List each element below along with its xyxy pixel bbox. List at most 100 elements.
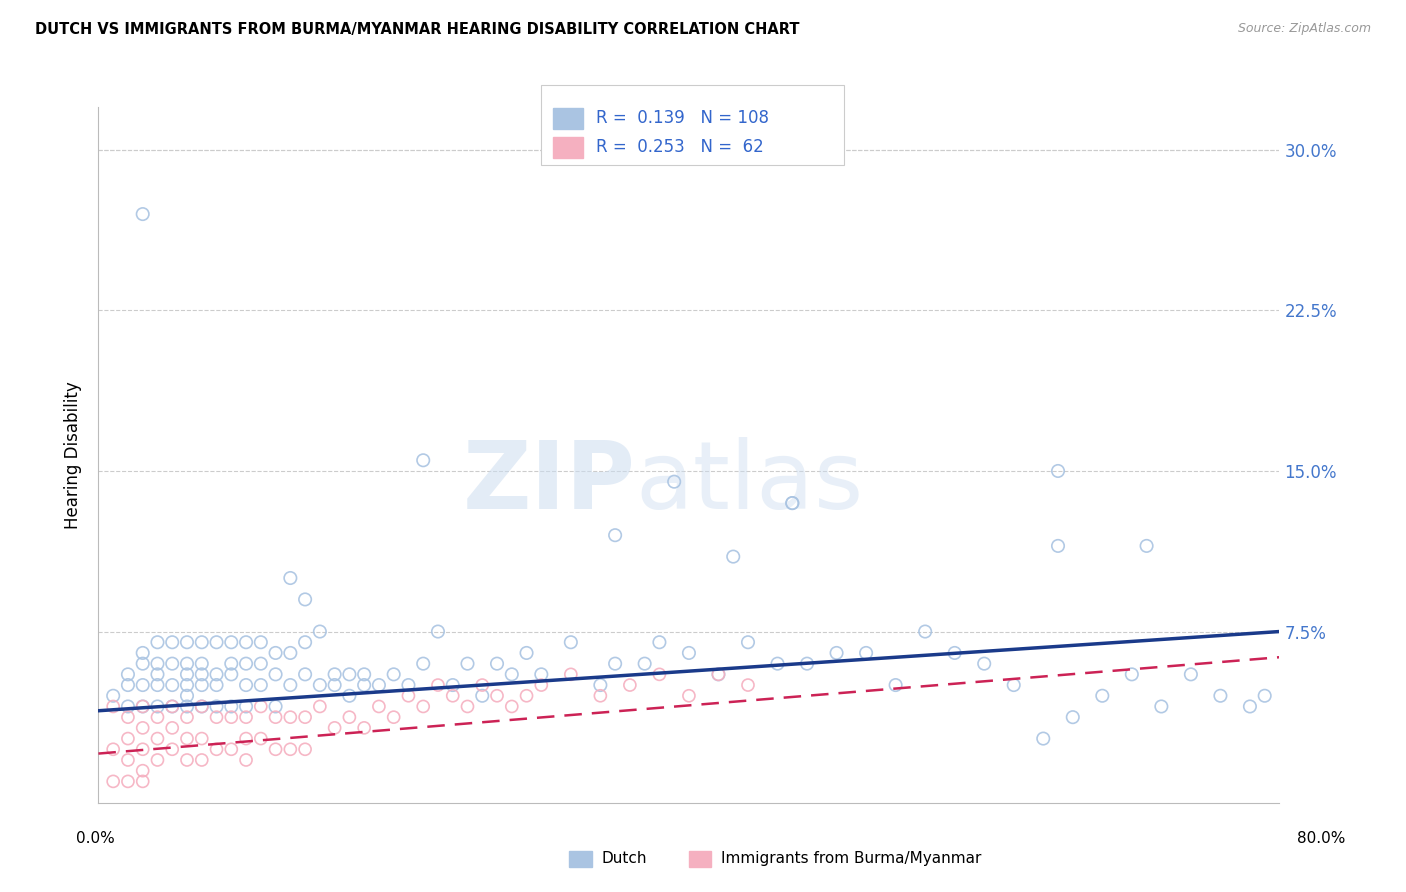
Point [1046, 464, 1069, 478]
Point [235, 635, 257, 649]
Point [146, 667, 169, 681]
Point [294, 592, 316, 607]
Point [146, 753, 169, 767]
Point [278, 678, 302, 692]
Point [427, 678, 450, 692]
Point [162, 699, 183, 714]
Point [707, 667, 730, 681]
Point [441, 678, 464, 692]
Point [323, 678, 346, 692]
Point [176, 710, 198, 724]
Point [766, 657, 789, 671]
Point [250, 635, 273, 649]
Point [176, 667, 198, 681]
Point [914, 624, 936, 639]
Text: Immigrants from Burma/Myanmar: Immigrants from Burma/Myanmar [721, 852, 981, 866]
Point [250, 731, 273, 746]
Point [412, 657, 434, 671]
Point [117, 710, 139, 724]
Point [501, 667, 523, 681]
Point [117, 731, 139, 746]
Point [132, 721, 155, 735]
Point [191, 635, 214, 649]
Point [530, 678, 553, 692]
Point [589, 678, 612, 692]
Point [278, 571, 302, 585]
Point [855, 646, 877, 660]
Point [205, 635, 228, 649]
Point [146, 657, 169, 671]
Point [412, 453, 434, 467]
Point [353, 721, 375, 735]
Point [486, 657, 509, 671]
Point [146, 699, 169, 714]
Point [162, 635, 183, 649]
Point [1180, 667, 1202, 681]
Point [146, 731, 169, 746]
Point [117, 699, 139, 714]
Point [132, 646, 155, 660]
Point [339, 710, 360, 724]
Point [132, 657, 155, 671]
Point [441, 689, 464, 703]
Point [515, 646, 537, 660]
Point [205, 667, 228, 681]
Point [132, 207, 155, 221]
Point [191, 657, 214, 671]
Point [723, 549, 745, 564]
Point [501, 699, 523, 714]
Text: DUTCH VS IMMIGRANTS FROM BURMA/MYANMAR HEARING DISABILITY CORRELATION CHART: DUTCH VS IMMIGRANTS FROM BURMA/MYANMAR H… [35, 22, 800, 37]
Point [278, 646, 302, 660]
Point [219, 742, 242, 756]
Point [737, 635, 759, 649]
Point [353, 678, 375, 692]
Point [103, 742, 125, 756]
Point [309, 624, 332, 639]
Point [219, 635, 242, 649]
Point [132, 774, 155, 789]
Point [1002, 678, 1025, 692]
Point [1032, 731, 1054, 746]
Point [1121, 667, 1143, 681]
Point [943, 646, 966, 660]
Point [219, 699, 242, 714]
Point [456, 657, 478, 671]
Point [191, 678, 214, 692]
Point [294, 710, 316, 724]
Point [264, 699, 287, 714]
Point [205, 710, 228, 724]
Point [162, 699, 183, 714]
Point [132, 764, 155, 778]
Point [471, 689, 494, 703]
Point [782, 496, 804, 510]
Point [278, 742, 302, 756]
Point [664, 475, 686, 489]
Point [117, 774, 139, 789]
Point [560, 635, 582, 649]
Point [605, 657, 627, 671]
Point [176, 689, 198, 703]
Point [382, 667, 405, 681]
Point [382, 710, 405, 724]
Point [678, 689, 700, 703]
Point [486, 689, 509, 703]
Point [235, 699, 257, 714]
Point [191, 731, 214, 746]
Point [219, 657, 242, 671]
Point [796, 657, 818, 671]
Point [1135, 539, 1157, 553]
Point [264, 710, 287, 724]
Point [353, 667, 375, 681]
Point [162, 742, 183, 756]
Point [205, 699, 228, 714]
Point [176, 635, 198, 649]
Point [1150, 699, 1173, 714]
Point [707, 667, 730, 681]
Point [146, 710, 169, 724]
Point [117, 667, 139, 681]
Point [427, 624, 450, 639]
Point [176, 731, 198, 746]
Y-axis label: Hearing Disability: Hearing Disability [65, 381, 83, 529]
Point [219, 667, 242, 681]
Text: Dutch: Dutch [602, 852, 647, 866]
